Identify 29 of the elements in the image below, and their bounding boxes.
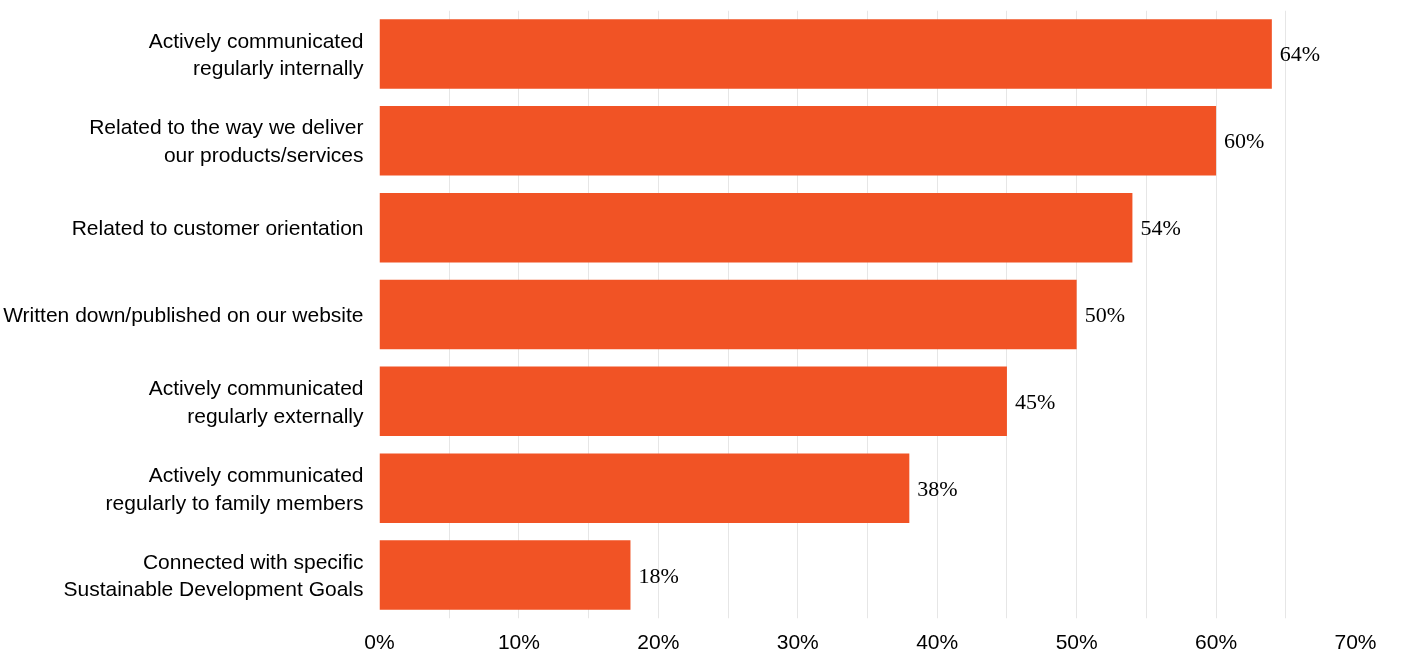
bar: [379, 19, 1272, 89]
data-label: 45%: [1014, 388, 1056, 414]
y-tick-label: Connected with specific Sustainable Development Goals: [63, 549, 364, 601]
y-tick-label: Written down/published on our website: [3, 303, 364, 326]
y-tick-label: Actively communicated regularly externally: [148, 376, 364, 427]
y-tick-label: Related to the way we deliver our products/services: [89, 115, 364, 167]
x-tick-label: 30%: [776, 629, 819, 653]
bar: [379, 366, 1007, 437]
x-tick-label: 10%: [497, 629, 540, 653]
y-tick-label: Actively communicated regularly to family members: [105, 462, 364, 514]
bar: [379, 540, 631, 610]
bar: [379, 279, 1077, 350]
x-tick-label: 50%: [1055, 629, 1098, 653]
bar: [379, 453, 910, 523]
x-tick-label: 0%: [364, 629, 395, 653]
data-label: 50%: [1084, 302, 1125, 327]
y-tick-label: Related to customer orientation: [71, 216, 364, 240]
x-tick-label: 60%: [1195, 629, 1238, 653]
data-label: 38%: [917, 475, 958, 501]
bar: [379, 192, 1133, 263]
x-tick-label: 70%: [1334, 629, 1377, 653]
x-tick-label: 40%: [916, 629, 959, 653]
data-label: 18%: [638, 562, 679, 588]
y-tick-label: Actively communicated regularly internally: [148, 28, 364, 80]
data-label: 54%: [1140, 215, 1181, 241]
data-label: 64%: [1279, 41, 1321, 67]
bar: [379, 106, 1217, 176]
x-tick-label: 20%: [637, 629, 680, 653]
data-label: 60%: [1224, 128, 1265, 154]
